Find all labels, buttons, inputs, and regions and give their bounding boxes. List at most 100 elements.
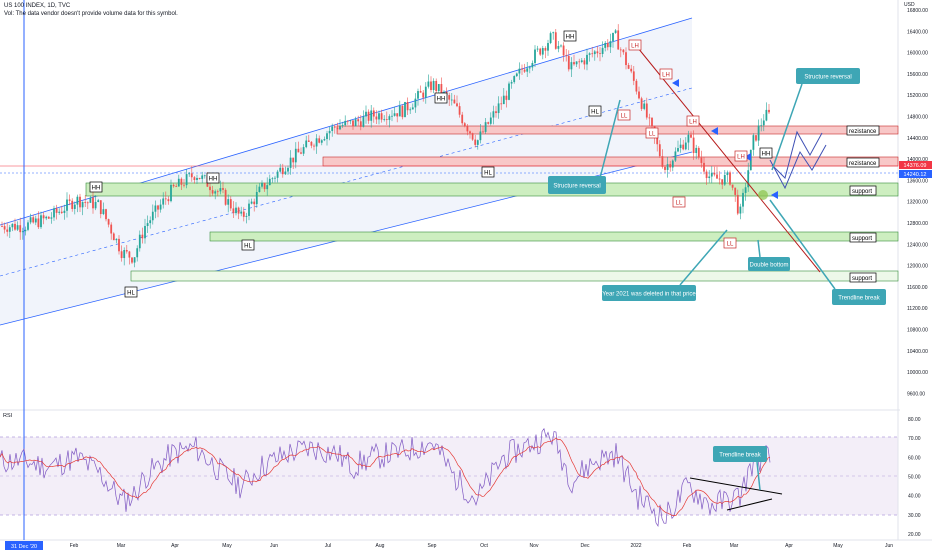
rsi-trendline-break-pointer <box>756 461 761 491</box>
candle-body <box>112 233 115 241</box>
candle-body <box>16 225 19 230</box>
structure-marker-label: HL <box>244 244 252 250</box>
candle-body <box>640 98 643 109</box>
candle-body <box>700 157 703 163</box>
candle-body <box>300 152 302 154</box>
candle-body <box>271 178 274 180</box>
structure-marker-box <box>734 150 748 162</box>
candle-body <box>14 223 16 230</box>
structure-marker-label: HH <box>209 177 218 183</box>
candle-body <box>248 203 250 216</box>
candle-body <box>409 109 412 111</box>
candle-body <box>669 164 672 168</box>
structure-marker-box <box>588 105 602 117</box>
candle-body <box>136 248 139 258</box>
breakout-marker-icon <box>758 190 768 200</box>
candle-body <box>60 211 63 213</box>
structure-marker-label: HH <box>762 152 771 158</box>
candle-body <box>656 136 659 145</box>
blue-arrow-icon <box>744 153 751 161</box>
candle-body <box>125 250 128 252</box>
candle-body <box>456 103 458 107</box>
candle-body <box>723 175 726 185</box>
candle-body <box>757 125 760 141</box>
candle-body <box>690 134 692 138</box>
candle-body <box>391 115 393 117</box>
candle-body <box>242 211 245 217</box>
candle-body <box>588 53 591 55</box>
candle-body <box>190 173 193 178</box>
candle-body <box>469 131 471 134</box>
structure-marker-box <box>672 196 686 208</box>
candle-body <box>401 105 404 118</box>
candle-body <box>721 179 724 185</box>
candle-body <box>534 49 536 63</box>
year-2021-callout-box <box>602 285 696 301</box>
candle-body <box>81 201 84 208</box>
ascending-channel-fill <box>0 18 692 325</box>
candle-body <box>695 147 698 154</box>
candle-body <box>313 145 315 147</box>
last-price-tag: 14376.09 <box>904 163 927 169</box>
candle-body <box>76 196 79 205</box>
candle-body <box>518 68 521 74</box>
structure-marker-box <box>241 239 255 251</box>
candle-body <box>385 119 388 121</box>
candle-body <box>729 172 731 185</box>
rsi-triangle-upper <box>689 477 783 495</box>
structure-marker-box <box>759 147 773 159</box>
candle-body <box>209 186 211 191</box>
symbol-title: US 100 INDEX, 1D, TVC <box>4 3 71 9</box>
candle-body <box>66 199 68 211</box>
structure-reversal-callout-pointer <box>771 83 803 171</box>
candle-body <box>8 227 11 232</box>
candle-body <box>479 131 482 141</box>
candle-body <box>79 196 81 208</box>
structure-marker-label: HL <box>591 110 599 116</box>
candle-body <box>378 113 380 120</box>
candle-body <box>120 251 123 259</box>
candle-body <box>458 106 461 115</box>
candle-body <box>552 32 555 34</box>
candle-body <box>359 121 362 127</box>
candle-body <box>549 33 552 44</box>
candle-body <box>547 43 549 51</box>
candle-body <box>651 117 653 127</box>
secondary-price-tag: 14240.12 <box>904 172 927 178</box>
zone-label-box <box>849 232 877 243</box>
support-zone-upper <box>85 182 899 197</box>
structure-marker-box <box>124 286 138 298</box>
candle-body <box>565 55 568 57</box>
candle-body <box>331 126 334 131</box>
candle-body <box>6 229 9 232</box>
candle-body <box>760 125 763 127</box>
rsi-tick-label: 80.00 <box>908 417 921 423</box>
zone-label-text: support <box>852 276 872 282</box>
candle-body <box>554 32 557 49</box>
candle-body <box>341 125 344 127</box>
candle-body <box>489 117 492 124</box>
candle-body <box>406 101 409 111</box>
candle-body <box>68 199 71 201</box>
time-tick-label: Apr <box>171 543 179 549</box>
price-tick-label: 14800.00 <box>907 115 928 121</box>
candle-body <box>224 189 227 205</box>
structure-marker-label: LL <box>649 132 656 138</box>
date-badge-text: 31 Dec '20 <box>11 544 37 550</box>
candle-body <box>365 111 367 117</box>
candle-body <box>261 182 263 187</box>
candle-body <box>474 139 477 145</box>
candle-body <box>622 49 625 53</box>
candle-body <box>339 126 341 130</box>
candle-body <box>614 30 617 33</box>
structure-marker-label: LL <box>727 242 734 248</box>
candle-body <box>86 202 89 204</box>
candle-body <box>149 220 152 224</box>
time-tick-label: Feb <box>683 543 692 549</box>
candle-body <box>362 116 365 127</box>
candle-body <box>198 177 201 179</box>
candle-body <box>310 141 313 146</box>
candle-body <box>762 120 765 126</box>
